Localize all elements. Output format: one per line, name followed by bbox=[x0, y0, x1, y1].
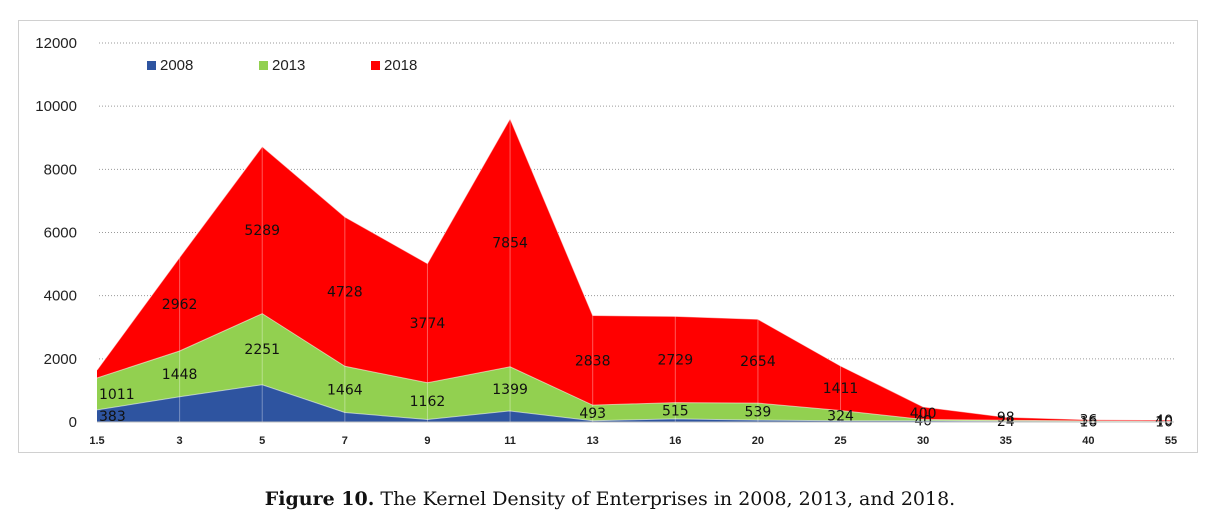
x-tick-label: 25 bbox=[834, 435, 846, 447]
legend-swatch-2013 bbox=[259, 61, 268, 70]
x-tick-label: 35 bbox=[1000, 435, 1012, 447]
data-label-2018: 2962 bbox=[162, 297, 198, 313]
x-tick-label: 13 bbox=[587, 435, 599, 447]
area-series-2013 bbox=[97, 313, 1171, 422]
data-label-2018: 36 bbox=[1079, 413, 1097, 429]
y-tick-label: 4000 bbox=[44, 288, 77, 305]
stacked-areas bbox=[96, 117, 1172, 423]
data-label-2013: 1448 bbox=[162, 367, 198, 383]
x-tick-label: 9 bbox=[424, 435, 430, 447]
data-label-2018: 7854 bbox=[492, 236, 528, 252]
data-labels: 383 1011 1448 2251 1464 1162 1399 493 515 539 324 4… bbox=[99, 223, 1173, 431]
data-label-2008: 10 bbox=[1155, 415, 1173, 431]
y-tick-label: 0 bbox=[69, 414, 77, 431]
caption-label: Figure 10. bbox=[264, 488, 375, 510]
caption-text: The Kernel Density of Enterprises in 200… bbox=[374, 488, 956, 510]
data-label-2018: 98 bbox=[997, 410, 1015, 426]
x-tick-label: 55 bbox=[1165, 435, 1177, 447]
legend-label-2018: 2018 bbox=[384, 57, 417, 74]
data-label-2013: 1464 bbox=[327, 382, 363, 398]
y-tick-label: 10000 bbox=[35, 98, 77, 115]
y-tick-label: 2000 bbox=[44, 351, 77, 368]
legend-swatch-2008 bbox=[147, 61, 156, 70]
data-label-2008: 383 bbox=[99, 409, 126, 425]
data-label-2013: 515 bbox=[662, 404, 689, 420]
data-label-2013: 1399 bbox=[492, 382, 528, 398]
y-tick-label: 12000 bbox=[35, 35, 77, 52]
x-tick-label: 40 bbox=[1082, 435, 1094, 447]
x-tick-label: 3 bbox=[177, 435, 183, 447]
legend-label-2008: 2008 bbox=[160, 57, 193, 74]
data-label-2013: 1011 bbox=[99, 387, 135, 403]
figure-caption: Figure 10. The Kernel Density of Enterpr… bbox=[0, 488, 1220, 510]
category-separators bbox=[179, 118, 1089, 422]
x-tick-label: 7 bbox=[342, 435, 348, 447]
x-tick-label: 30 bbox=[917, 435, 929, 447]
data-label-2018: 2654 bbox=[740, 354, 776, 370]
legend-swatch-2018 bbox=[371, 61, 380, 70]
series-edge-2013 bbox=[96, 313, 1172, 422]
data-label-2018: 3774 bbox=[410, 316, 446, 332]
data-label-2018: 400 bbox=[910, 406, 937, 422]
legend: 2008 2013 2018 bbox=[147, 57, 417, 74]
data-label-2018: 2838 bbox=[575, 353, 611, 369]
x-tick-label: 11 bbox=[504, 435, 516, 447]
x-tick-label: 16 bbox=[669, 435, 681, 447]
x-tick-label: 1.5 bbox=[89, 435, 104, 447]
area-series-2008 bbox=[97, 384, 1171, 422]
y-tick-label: 8000 bbox=[44, 161, 77, 178]
data-label-2013: 324 bbox=[827, 409, 854, 425]
data-label-2018: 5289 bbox=[244, 223, 280, 239]
data-label-2013: 2251 bbox=[244, 342, 280, 358]
x-tick-label: 20 bbox=[752, 435, 764, 447]
area-series-2018 bbox=[97, 118, 1171, 422]
legend-label-2013: 2013 bbox=[272, 57, 305, 74]
data-label-2018: 4728 bbox=[327, 285, 363, 301]
data-label-2018: 2729 bbox=[657, 352, 693, 368]
chart-frame: 383 1011 1448 2251 1464 1162 1399 493 515 539 324 4… bbox=[18, 20, 1198, 453]
data-label-2013: 539 bbox=[745, 405, 772, 421]
y-tick-label: 6000 bbox=[44, 225, 77, 242]
data-label-2018: 40 bbox=[1155, 413, 1173, 429]
x-tick-label: 5 bbox=[259, 435, 265, 447]
series-edge-2018 bbox=[96, 117, 1172, 421]
data-label-2013: 493 bbox=[579, 406, 606, 422]
series-edge-2008 bbox=[96, 384, 1172, 423]
data-label-2018: 1411 bbox=[823, 381, 859, 397]
data-label-2013: 1162 bbox=[410, 394, 446, 410]
